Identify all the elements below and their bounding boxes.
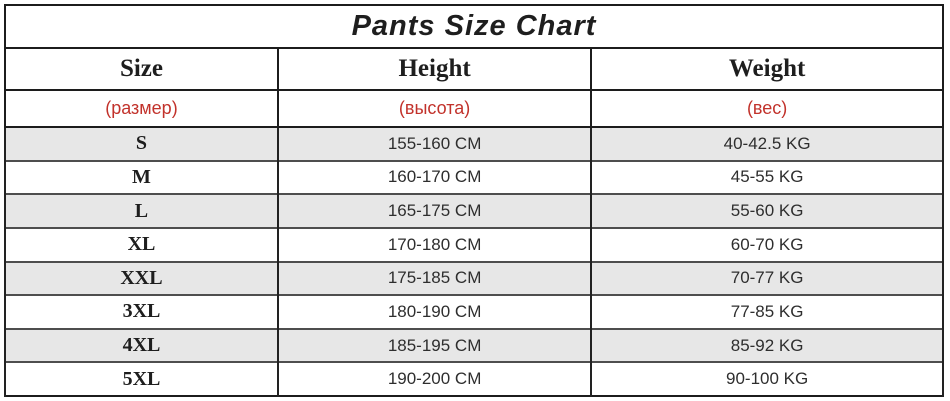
height-cell: 190-200 CM — [276, 361, 593, 396]
height-cell: 180-190 CM — [276, 294, 593, 329]
column-header-size: Size — [4, 48, 279, 91]
weight-cell: 70-77 KG — [590, 260, 944, 296]
table-row: 4XL 185-195 CM 85-92 KG — [4, 327, 944, 363]
height-cell: 170-180 CM — [276, 226, 593, 262]
size-cell: 4XL — [4, 327, 279, 363]
weight-cell: 77-85 KG — [590, 294, 944, 329]
chart-title: Pants Size Chart — [5, 5, 943, 49]
size-cell: L — [4, 193, 279, 228]
height-cell: 185-195 CM — [276, 327, 593, 363]
size-cell: XL — [4, 226, 279, 262]
weight-cell: 45-55 KG — [590, 159, 944, 195]
pants-size-chart-table: Pants Size Chart Size Height Weight (раз… — [4, 4, 944, 397]
column-header-row: Size Height Weight — [4, 48, 944, 91]
height-cell: 175-185 CM — [276, 260, 593, 296]
size-cell: M — [4, 159, 279, 195]
height-cell: 165-175 CM — [276, 193, 593, 228]
weight-cell: 60-70 KG — [590, 226, 944, 262]
weight-cell: 85-92 KG — [590, 327, 944, 363]
height-cell: 160-170 CM — [276, 159, 593, 195]
column-subheader-weight: (вес) — [590, 90, 944, 128]
size-cell: S — [4, 127, 279, 161]
weight-cell: 90-100 KG — [590, 361, 944, 396]
table-row: XL 170-180 CM 60-70 KG — [4, 226, 944, 262]
height-cell: 155-160 CM — [276, 127, 593, 161]
size-cell: XXL — [4, 260, 279, 296]
size-cell: 5XL — [4, 361, 279, 396]
table-row: 3XL 180-190 CM 77-85 KG — [4, 294, 944, 329]
table-row: S 155-160 CM 40-42.5 KG — [4, 127, 944, 161]
weight-cell: 40-42.5 KG — [590, 127, 944, 161]
table-row: L 165-175 CM 55-60 KG — [4, 193, 944, 228]
size-cell: 3XL — [4, 294, 279, 329]
table-row: 5XL 190-200 CM 90-100 KG — [4, 361, 944, 396]
column-subheader-size: (размер) — [4, 90, 279, 128]
column-header-height: Height — [276, 48, 593, 91]
column-subheader-height: (высота) — [276, 90, 593, 128]
column-subheader-row: (размер) (высота) (вес) — [4, 90, 944, 128]
column-header-weight: Weight — [590, 48, 944, 91]
table-row: XXL 175-185 CM 70-77 KG — [4, 260, 944, 296]
table-row: M 160-170 CM 45-55 KG — [4, 159, 944, 195]
title-row: Pants Size Chart — [5, 5, 943, 49]
weight-cell: 55-60 KG — [590, 193, 944, 228]
